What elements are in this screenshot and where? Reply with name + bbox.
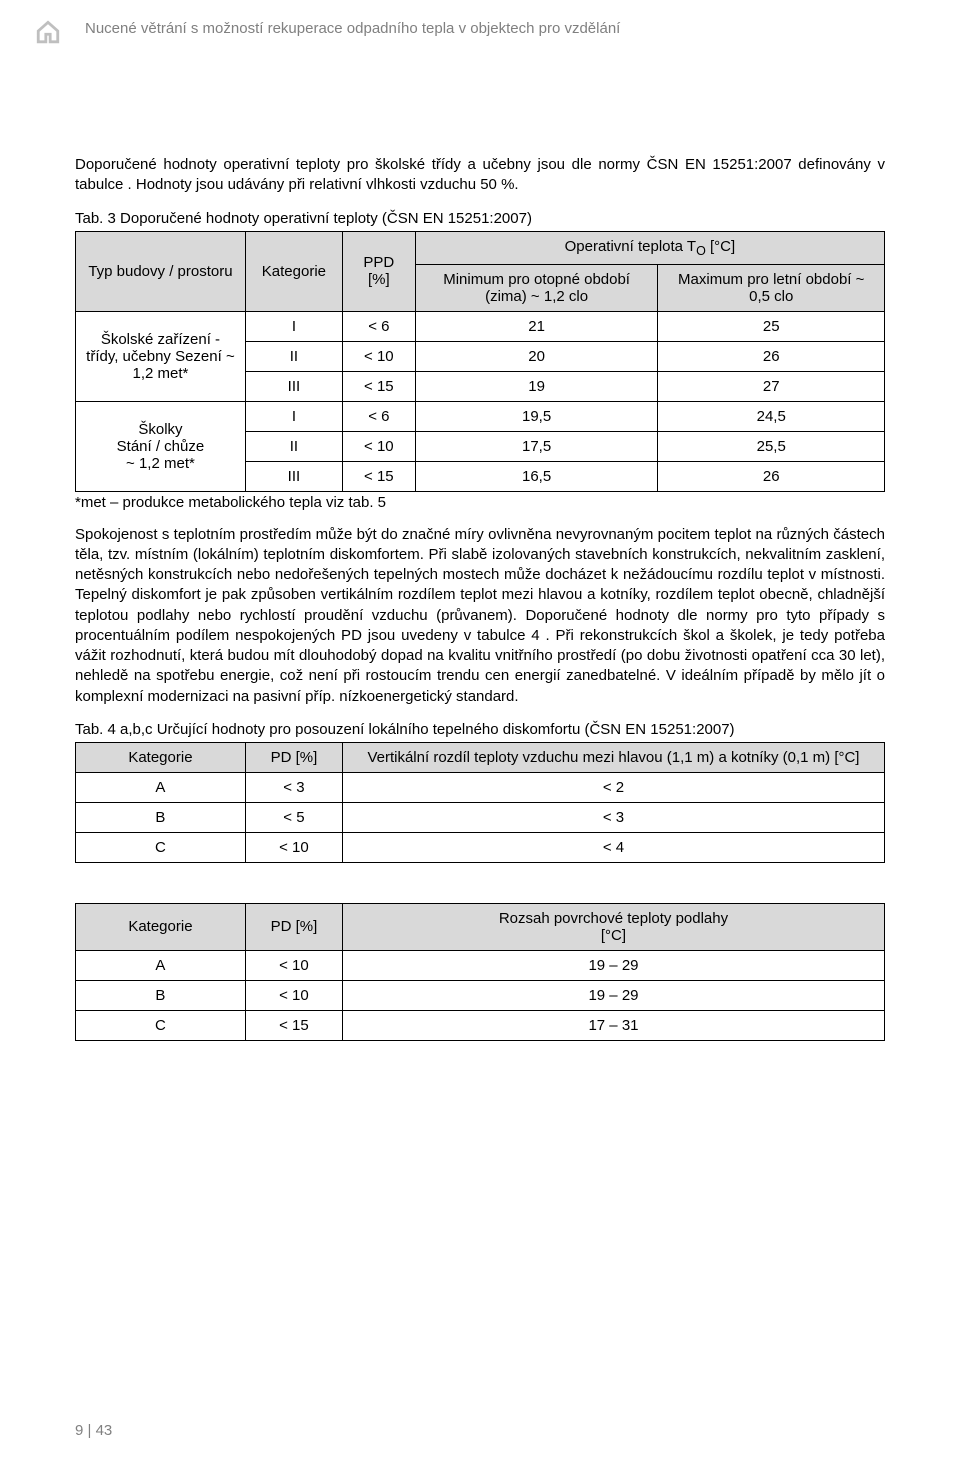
t4-b-val: < 3: [342, 802, 884, 832]
tC-a-val: 19 – 29: [342, 950, 884, 980]
page-header: Nucené větrání s možností rekuperace odp…: [75, 20, 885, 49]
t3-r2b-cat: II: [245, 431, 342, 461]
tC-head-val: Rozsah povrchové teploty podlahy [°C]: [342, 903, 884, 950]
t3-r2a-min: 19,5: [415, 401, 658, 431]
t3-r2c-cat: III: [245, 461, 342, 491]
t3-head-optemp-sub: O: [696, 244, 706, 258]
t3-r1b-min: 20: [415, 341, 658, 371]
t3-r2a-cat: I: [245, 401, 342, 431]
t3-r1c-ppd: < 15: [342, 371, 415, 401]
t4-head-val: Vertikální rozdíl teploty vzduchu mezi h…: [342, 742, 884, 772]
page: Nucené větrání s možností rekuperace odp…: [0, 0, 960, 1459]
t3-r1a-min: 21: [415, 311, 658, 341]
tC-b-pd: < 10: [245, 980, 342, 1010]
t3-r2a-ppd: < 6: [342, 401, 415, 431]
t3-head-min: Minimum pro otopné období (zima) ~ 1,2 c…: [415, 264, 658, 311]
t3-r1a-cat: I: [245, 311, 342, 341]
intro-paragraph: Doporučené hodnoty operativní teploty pr…: [75, 155, 885, 196]
t3-head-optemp: Operativní teplota TO [°C]: [415, 231, 884, 264]
t3-head-max: Maximum pro letní období ~ 0,5 clo: [658, 264, 885, 311]
t3-r1c-min: 19: [415, 371, 658, 401]
tC-b-cat: B: [76, 980, 246, 1010]
t3-r2-label: Školky Stání / chůze ~ 1,2 met*: [76, 401, 246, 491]
t3-r2b-min: 17,5: [415, 431, 658, 461]
t4-head-cat: Kategorie: [76, 742, 246, 772]
t3-r1a-max: 25: [658, 311, 885, 341]
t3-r2c-ppd: < 15: [342, 461, 415, 491]
tC-c-val: 17 – 31: [342, 1010, 884, 1040]
t4-a-cat: A: [76, 772, 246, 802]
t3-r2a-max: 24,5: [658, 401, 885, 431]
t4-a-pd: < 3: [245, 772, 342, 802]
table3-footnote: *met – produkce metabolického tepla viz …: [75, 494, 885, 511]
t3-head-optemp-unit: [°C]: [706, 238, 735, 255]
t3-r1-label: Školské zařízení - třídy, učebny Sezení …: [76, 311, 246, 401]
t4-a-val: < 2: [342, 772, 884, 802]
t3-r2b-max: 25,5: [658, 431, 885, 461]
tC-a-pd: < 10: [245, 950, 342, 980]
t3-r1a-ppd: < 6: [342, 311, 415, 341]
t3-head-optemp-text: Operativní teplota T: [565, 238, 696, 255]
t3-r2c-max: 26: [658, 461, 885, 491]
t4-b-cat: B: [76, 802, 246, 832]
page-number: 9 | 43: [75, 1422, 112, 1439]
t3-head-typ: Typ budovy / prostoru: [76, 231, 246, 311]
t3-r1b-cat: II: [245, 341, 342, 371]
table3: Typ budovy / prostoru Kategorie PPD [%] …: [75, 231, 885, 492]
t3-r1c-cat: III: [245, 371, 342, 401]
tC-a-cat: A: [76, 950, 246, 980]
mid-paragraph: Spokojenost s teplotním prostředím může …: [75, 525, 885, 707]
t3-r1c-max: 27: [658, 371, 885, 401]
header-title: Nucené větrání s možností rekuperace odp…: [85, 20, 620, 37]
t4-c-val: < 4: [342, 832, 884, 862]
t4-b-pd: < 5: [245, 802, 342, 832]
spacer: [75, 863, 885, 903]
tC-c-pd: < 15: [245, 1010, 342, 1040]
table3-caption: Tab. 3 Doporučené hodnoty operativní tep…: [75, 210, 885, 227]
tC-head-cat: Kategorie: [76, 903, 246, 950]
t3-r2c-min: 16,5: [415, 461, 658, 491]
tC-c-cat: C: [76, 1010, 246, 1040]
t3-r1b-ppd: < 10: [342, 341, 415, 371]
t3-r1b-max: 26: [658, 341, 885, 371]
tC-b-val: 19 – 29: [342, 980, 884, 1010]
t4-head-pd: PD [%]: [245, 742, 342, 772]
t3-head-kat: Kategorie: [245, 231, 342, 311]
t4-c-cat: C: [76, 832, 246, 862]
table4a: Kategorie PD [%] Vertikální rozdíl teplo…: [75, 742, 885, 863]
t4-c-pd: < 10: [245, 832, 342, 862]
table4c: Kategorie PD [%] Rozsah povrchové teplot…: [75, 903, 885, 1041]
tC-head-pd: PD [%]: [245, 903, 342, 950]
t3-r2b-ppd: < 10: [342, 431, 415, 461]
t3-head-ppd: PPD [%]: [342, 231, 415, 311]
table4-caption: Tab. 4 a,b,c Určující hodnoty pro posouz…: [75, 721, 885, 738]
